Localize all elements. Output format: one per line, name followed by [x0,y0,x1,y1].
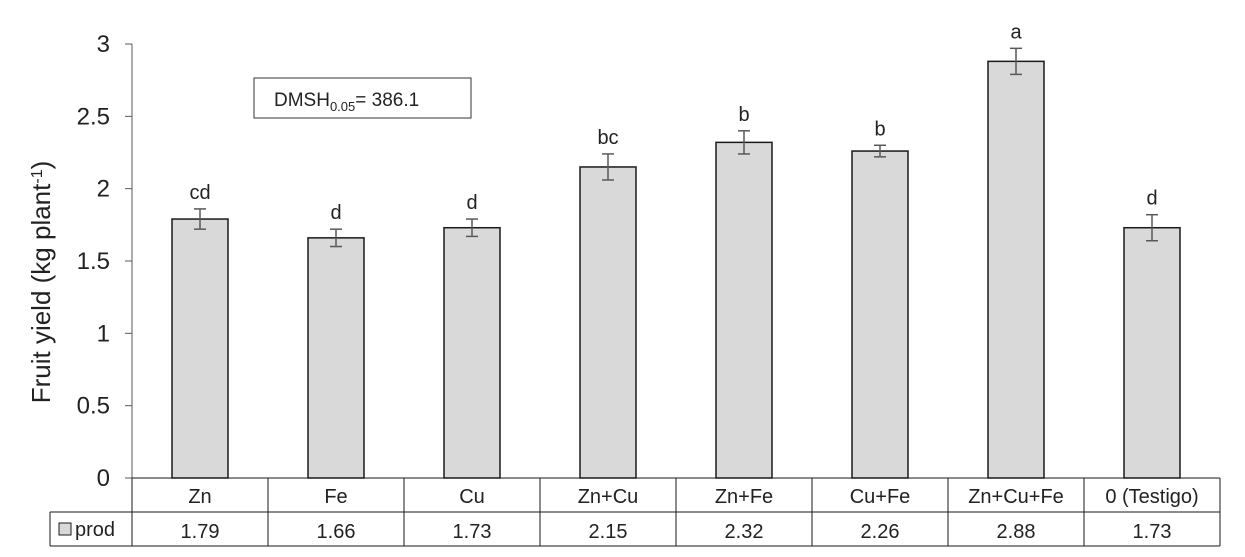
error-bar [1146,213,1158,242]
significance-letter: d [466,192,477,214]
error-bar [466,218,478,238]
bar [443,226,501,479]
y-tick-label: 0.5 [77,393,110,420]
category-label: Zn+Cu+Fe [968,486,1064,508]
value-label: 1.79 [181,521,220,543]
bar [1123,226,1181,479]
error-bar [874,144,886,158]
y-axis-label: Fruit yield (kg plant-1) [26,161,56,404]
dmsh-suffix: = 386.1 [355,90,419,111]
y-tick-label: 2 [97,176,110,203]
category-label: Cu [459,486,485,508]
svg-text:DMSH0.05= 386.1: DMSH0.05= 386.1 [274,90,419,114]
y-axis-label-text: Fruit yield (kg plant [26,183,56,403]
error-bar [1010,47,1022,76]
significance-letter: b [738,104,749,126]
significance-letter: a [1010,21,1022,43]
y-tick-label: 1 [97,320,110,347]
category-label: Cu+Fe [850,486,911,508]
value-label: 2.32 [725,521,764,543]
data-table: Zn 1.79 Fe 1.66 Cu 1.73 Zn+Cu 2.15 Zn+Fe 2.32 Cu+F… [49,477,1221,547]
category-label: 0 (Testigo) [1105,486,1198,508]
error-bar [194,208,206,230]
dmsh-prefix: DMSH [274,90,330,111]
legend-swatch [58,522,72,536]
significance-letter: bc [597,127,618,149]
svg-text:Fruit yield (kg plant-1): Fruit yield (kg plant-1) [26,161,56,404]
error-bar [330,228,342,248]
error-bar [602,153,614,181]
y-tick-label: 2.5 [77,103,110,130]
value-label: 1.73 [453,521,492,543]
y-tick-label: 0 [97,465,110,492]
bar [715,141,773,479]
dmsh-annotation: DMSH0.05= 386.1 [253,77,472,119]
significance-letter: cd [189,182,210,204]
value-label: 2.26 [861,521,900,543]
y-axis-label-superscript: -1 [29,169,46,183]
category-label: Zn [188,486,211,508]
y-axis: 0 0.5 1 1.5 2 2.5 3 [77,31,133,492]
value-label: 1.66 [317,521,356,543]
significance-letter: b [874,118,885,140]
bar [987,60,1045,479]
value-label: 2.88 [997,521,1036,543]
y-tick-label: 1.5 [77,248,110,275]
bar [579,166,637,479]
bar [307,237,365,479]
value-label: 1.73 [1133,521,1172,543]
significance-letter: d [330,202,341,224]
significance-letter: d [1146,188,1157,210]
bars: cd d d bc b b a d [171,21,1181,479]
bar [851,150,909,479]
category-label: Zn+Cu [578,486,639,508]
value-label: 2.15 [589,521,628,543]
y-axis-label-end: ) [26,161,56,170]
bar [171,218,229,479]
y-tick-label: 3 [97,31,110,58]
error-bar [738,130,750,155]
dmsh-subscript: 0.05 [330,99,355,114]
category-label: Zn+Fe [715,486,773,508]
category-label: Fe [324,486,347,508]
legend-label: prod [75,519,115,541]
